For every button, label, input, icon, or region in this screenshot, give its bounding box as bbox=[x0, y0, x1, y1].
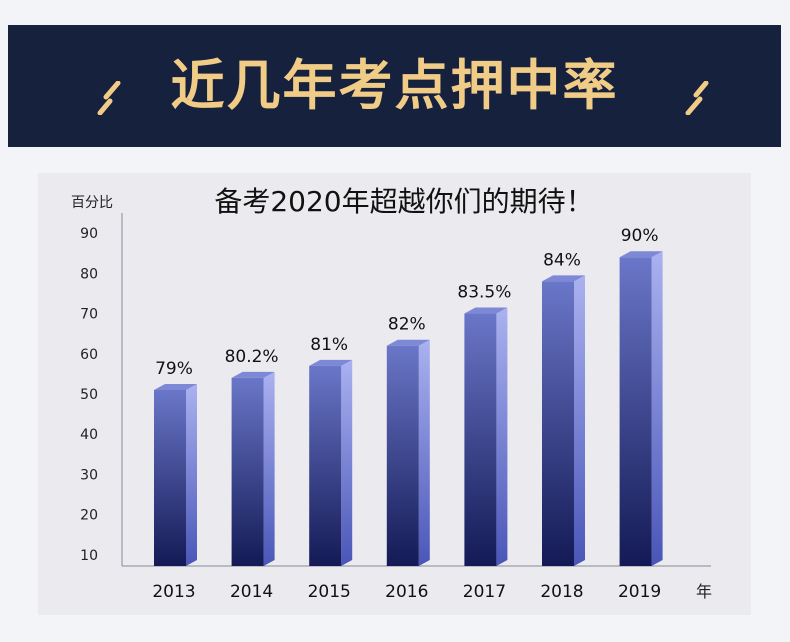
y-tick-label: 30 bbox=[80, 467, 98, 483]
data-label: 80.2% bbox=[225, 347, 279, 367]
bar-top bbox=[309, 359, 353, 366]
bar-front bbox=[542, 281, 574, 566]
bar-top bbox=[464, 307, 508, 314]
bar-top bbox=[231, 371, 275, 378]
bar-side bbox=[496, 307, 508, 566]
bar-top bbox=[386, 339, 430, 346]
data-label: 82% bbox=[388, 315, 426, 335]
bar-side bbox=[418, 339, 430, 566]
banner: 近几年考点押中率 bbox=[8, 25, 781, 147]
y-tick-label: 20 bbox=[80, 508, 98, 524]
banner-title: 近几年考点押中率 bbox=[170, 54, 619, 117]
data-label: 84% bbox=[543, 250, 581, 270]
x-tick-label: 2017 bbox=[463, 582, 506, 602]
chart-title: 备考2020年超越你们的期待！ bbox=[214, 185, 593, 218]
bar-side bbox=[341, 359, 353, 566]
bar-front bbox=[464, 313, 497, 566]
bar-front bbox=[619, 257, 652, 566]
bar: 90% bbox=[619, 226, 663, 566]
y-tick-label: 40 bbox=[80, 427, 98, 443]
data-label: 90% bbox=[621, 226, 659, 246]
x-tick-label: 2019 bbox=[618, 582, 661, 602]
bar: 79% bbox=[154, 359, 197, 566]
slash-decoration-icon bbox=[97, 81, 121, 115]
data-label: 79% bbox=[155, 359, 193, 379]
y-tick-label: 70 bbox=[80, 307, 98, 323]
x-tick-label: 2015 bbox=[308, 582, 351, 602]
bar-front bbox=[231, 377, 264, 566]
bar: 81% bbox=[309, 335, 353, 566]
x-tick-label: 2016 bbox=[385, 582, 428, 602]
bar: 82% bbox=[386, 315, 430, 566]
bar-top bbox=[542, 275, 585, 282]
x-tick-label: 2018 bbox=[540, 582, 583, 602]
bar-top bbox=[619, 251, 663, 258]
x-tick-label: 2014 bbox=[230, 582, 273, 602]
chart-panel: 备考2020年超越你们的期待！ 百分比 年 10 20 30 40 50 60 70 80 90… bbox=[38, 173, 751, 615]
y-tick-label: 10 bbox=[80, 548, 98, 564]
y-tick-label: 80 bbox=[80, 266, 98, 282]
bar: 84% bbox=[542, 250, 585, 566]
bar-side bbox=[263, 371, 275, 566]
bar: 80.2% bbox=[225, 347, 279, 566]
x-tick-label: 2013 bbox=[152, 582, 195, 602]
bar-side bbox=[186, 383, 197, 566]
bar-side bbox=[574, 275, 585, 566]
bar-side bbox=[651, 251, 663, 566]
bar-front bbox=[154, 389, 186, 566]
y-tick-label: 50 bbox=[80, 387, 98, 403]
y-tick-label: 60 bbox=[80, 347, 98, 363]
bar-chart: 备考2020年超越你们的期待！ 百分比 年 10 20 30 40 50 60 70 80 90… bbox=[71, 185, 712, 602]
bar: 83.5% bbox=[457, 283, 511, 566]
y-tick-label: 90 bbox=[80, 226, 98, 242]
data-label: 83.5% bbox=[457, 283, 511, 303]
bar-top bbox=[154, 383, 197, 390]
slash-decoration-icon bbox=[685, 81, 709, 115]
y-axis-label: 百分比 bbox=[71, 195, 113, 211]
data-label: 81% bbox=[310, 335, 348, 355]
x-axis-label: 年 bbox=[696, 582, 712, 601]
bar-front bbox=[309, 365, 342, 566]
bar-front bbox=[386, 345, 419, 566]
